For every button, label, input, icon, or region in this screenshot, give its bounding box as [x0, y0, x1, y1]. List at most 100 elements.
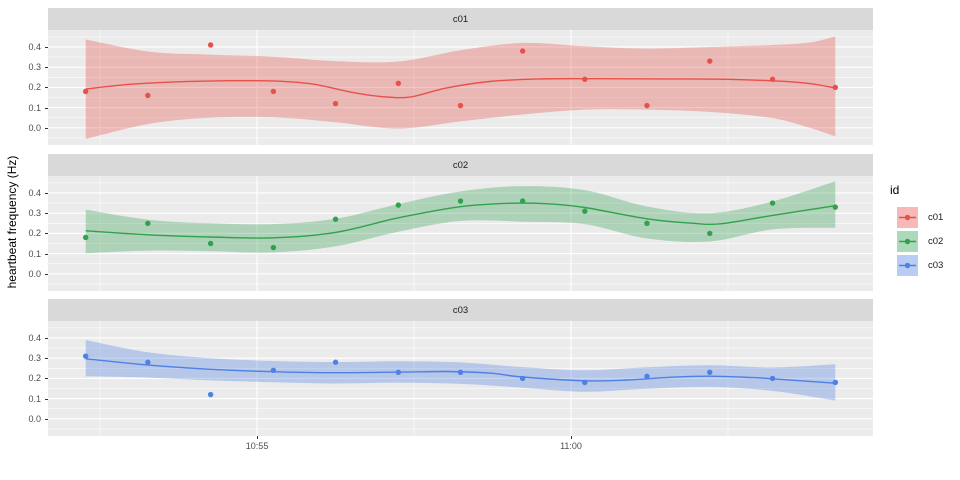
data-point-c03: [82, 353, 89, 359]
y-tick-mark: [45, 273, 48, 275]
data-point-c03: [832, 379, 839, 386]
x-tick-label: 10:55: [245, 441, 269, 451]
data-point-c02: [457, 198, 464, 204]
smooth-line-c03: [85, 358, 836, 384]
data-point-c03: [145, 359, 151, 365]
legend-key-c01: [897, 207, 918, 228]
y-tick-mark: [45, 398, 48, 400]
y-tick-mark: [45, 87, 48, 89]
data-point-c03: [395, 369, 402, 376]
panel-c03: [48, 321, 873, 436]
y-tick-label: 0.0: [28, 122, 41, 133]
x-tick-label: 11:00: [560, 441, 582, 451]
legend-items: c01 c02 c03: [890, 207, 943, 276]
legend: id c01 c02 c03: [890, 183, 943, 279]
y-tick-mark: [45, 192, 48, 194]
legend-item-c01: c01: [897, 207, 943, 228]
y-tick-mark: [45, 67, 48, 69]
y-tick-label: 0.2: [28, 228, 41, 239]
facet-strip-c02: c02: [48, 154, 873, 176]
data-point-c01: [832, 84, 839, 91]
data-point-c02: [644, 220, 650, 226]
y-tick-label: 0.4: [28, 41, 41, 52]
data-point-c02: [769, 200, 776, 206]
data-point-c01: [207, 42, 214, 48]
data-point-c02: [832, 204, 839, 210]
data-point-c01: [395, 80, 402, 87]
data-point-c03: [582, 379, 588, 386]
facet-strip-c03: c03: [48, 299, 873, 321]
y-tick-label: 0.3: [28, 353, 41, 364]
y-tick-label: 0.3: [28, 62, 41, 73]
data-point-c02: [207, 240, 214, 247]
y-tick-label: 0.3: [28, 208, 41, 219]
data-point-c02: [519, 198, 526, 204]
smooth-line-c01: [85, 77, 836, 99]
y-tick-mark: [45, 358, 48, 360]
data-point-c01: [332, 100, 339, 107]
data-point-c02: [582, 208, 588, 214]
data-point-c02: [145, 220, 151, 226]
data-point-c01: [582, 76, 588, 83]
data-point-c02: [332, 216, 339, 222]
y-tick-label: 0.0: [28, 413, 41, 424]
y-axis-title: heartbeat frequency (Hz): [5, 155, 19, 289]
legend-label: c02: [928, 236, 944, 247]
y-tick-mark: [45, 253, 48, 255]
y-tick-mark: [45, 46, 48, 48]
data-point-c01: [270, 88, 277, 95]
y-tick-label: 0.2: [28, 82, 41, 93]
y-tick-label: 0.1: [28, 248, 41, 259]
y-tick-mark: [45, 337, 48, 339]
legend-item-c03: c03: [897, 255, 943, 276]
legend-label: c03: [928, 260, 944, 271]
data-point-c01: [707, 58, 713, 64]
confidence-ribbon-c01: [85, 36, 836, 139]
legend-key-point: [904, 214, 911, 221]
y-tick-label: 0.0: [28, 268, 41, 279]
y-tick-mark: [45, 107, 48, 109]
data-point-c03: [707, 369, 713, 376]
facet-strip-c01: c01: [48, 8, 873, 30]
smooth-line-c02: [85, 202, 836, 239]
legend-title: id: [890, 183, 900, 197]
data-point-c01: [644, 102, 650, 109]
y-tick-label: 0.1: [28, 393, 41, 404]
y-tick-mark: [45, 233, 48, 235]
panel-c02: [48, 176, 873, 291]
legend-label: c01: [928, 212, 944, 223]
legend-key-c02: [897, 231, 918, 252]
data-point-c02: [707, 230, 713, 237]
y-tick-mark: [45, 378, 48, 380]
y-tick-label: 0.4: [28, 332, 41, 343]
y-tick-label: 0.4: [28, 187, 41, 198]
data-point-c02: [395, 202, 402, 208]
data-point-c01: [457, 102, 464, 109]
legend-item-c02: c02: [897, 231, 943, 252]
confidence-ribbon-c02: [85, 181, 836, 254]
data-point-c03: [457, 369, 464, 376]
data-point-c03: [332, 359, 339, 365]
x-tick-mark: [257, 436, 259, 439]
data-point-c01: [769, 76, 776, 83]
data-point-c03: [519, 375, 526, 382]
panel-c01: [48, 30, 873, 145]
data-point-c02: [270, 244, 277, 251]
y-tick-mark: [45, 127, 48, 129]
data-point-c03: [644, 373, 650, 380]
y-tick-mark: [45, 213, 48, 215]
data-point-c01: [145, 92, 151, 99]
legend-key-c03: [897, 255, 918, 276]
data-point-c03: [769, 375, 776, 382]
data-point-c03: [270, 367, 277, 374]
y-tick-label: 0.1: [28, 102, 41, 113]
legend-key-point: [904, 262, 911, 269]
data-point-c03: [207, 391, 214, 398]
legend-key-point: [904, 238, 911, 245]
data-point-c02: [82, 234, 89, 241]
data-point-c01: [519, 48, 526, 54]
y-tick-label: 0.2: [28, 373, 41, 384]
y-tick-mark: [45, 418, 48, 420]
x-tick-mark: [571, 436, 572, 439]
